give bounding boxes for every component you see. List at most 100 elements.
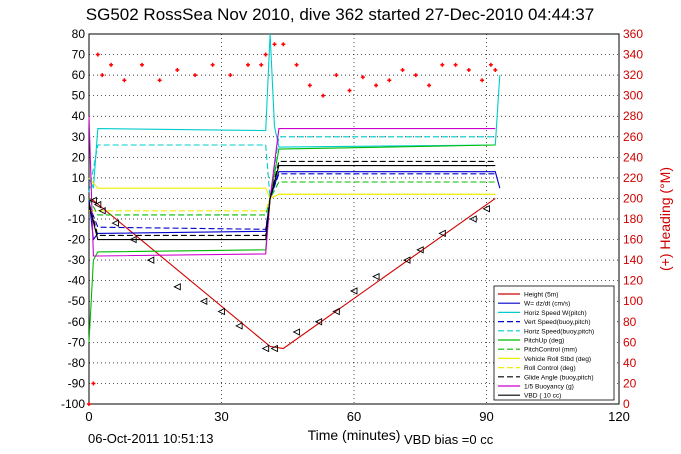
y-tick-label: 0 — [78, 191, 85, 205]
vbd-marker — [349, 287, 358, 295]
right-tick-label: 260 — [623, 130, 643, 144]
right-tick-label: 160 — [623, 233, 643, 247]
right-tick-label: 120 — [623, 274, 643, 288]
right-tick-label: 180 — [623, 212, 643, 226]
vbd-marker — [111, 219, 119, 227]
vbd-marker — [89, 196, 97, 205]
y-tick-label: -60 — [68, 315, 86, 329]
right-tick-label: 300 — [623, 89, 643, 103]
vbd-marker — [469, 215, 477, 223]
y-tick-label: -40 — [68, 274, 86, 288]
vbd-marker — [372, 272, 380, 281]
right-axis-label: (+) Heading (°M) — [657, 167, 673, 271]
legend-label: 1/5 Buoyancy (g) — [524, 384, 574, 391]
vbd-marker — [235, 322, 243, 330]
vbd-marker — [98, 207, 106, 215]
right-tick-label: 200 — [623, 191, 643, 205]
right-tick-label: 0 — [623, 397, 630, 411]
vbd-marker — [93, 200, 102, 209]
vbd-marker — [314, 318, 323, 326]
series-line-4 — [88, 136, 496, 199]
marker-layer — [89, 196, 490, 353]
vbd-marker — [199, 297, 208, 305]
y-tick-label: 80 — [72, 27, 86, 41]
x-tick-label: 0 — [85, 409, 92, 424]
vbd-marker — [482, 204, 490, 213]
vbd-marker — [129, 235, 137, 244]
right-tick-label: 140 — [623, 253, 643, 267]
vbd-marker — [146, 256, 155, 264]
x-axis-ticks: 0 30 60 90 120 — [85, 409, 629, 424]
right-tick-label: 20 — [623, 376, 637, 390]
legend-label: Roll Control (deg) — [524, 365, 576, 372]
series-line-10 — [88, 116, 496, 257]
series-line-11 — [88, 165, 496, 241]
series-line-0 — [88, 197, 496, 350]
legend-label: Glide Angle (buoy,pitch) — [524, 374, 594, 381]
legend-label: PitchUp (deg) — [524, 338, 564, 345]
vbd-marker — [438, 229, 446, 238]
heading-layer — [87, 42, 498, 406]
grid — [89, 34, 619, 404]
right-tick-label: 320 — [623, 68, 643, 82]
legend-label: PitchControl (mm) — [524, 347, 577, 354]
x-tick-label: 90 — [479, 409, 493, 424]
x-tick-label: 60 — [347, 409, 361, 424]
y-tick-label: -20 — [68, 233, 86, 247]
legend-box — [493, 285, 615, 401]
legend-label: Horiz Speed W(pitch) — [524, 310, 587, 317]
right-tick-label: 100 — [623, 294, 643, 308]
right-tick-label: 220 — [623, 171, 643, 185]
right-tick-label: 80 — [623, 315, 637, 329]
y-tick-label: 30 — [72, 130, 86, 144]
vbd-marker — [173, 283, 181, 291]
y-tick-label: 20 — [72, 150, 86, 164]
legend-label: Horiz Speed(buoy,pitch) — [524, 328, 594, 335]
legend-label: Height (5m) — [524, 292, 558, 299]
y-axis-ticks: -100-90-80-70-60-50-40-30-20-10010203040… — [61, 27, 85, 411]
right-tick-label: 240 — [623, 150, 643, 164]
x-tick-label: 120 — [608, 409, 630, 424]
y-tick-label: -70 — [68, 335, 86, 349]
plot-frame — [88, 33, 620, 405]
right-tick-label: 40 — [623, 356, 637, 370]
legend-label: W= dz/dt (cm/s) — [524, 301, 570, 308]
y-tick-label: 10 — [72, 171, 86, 185]
y-tick-label: 60 — [72, 68, 86, 82]
series-line-7 — [88, 177, 496, 200]
right-tick-label: 280 — [623, 109, 643, 123]
vbd-marker — [270, 344, 278, 353]
series-line-2 — [88, 33, 501, 189]
y-tick-label: 40 — [72, 109, 86, 123]
vbd-marker — [402, 256, 411, 264]
y-tick-label: -80 — [68, 356, 86, 370]
y-tick-label: -50 — [68, 294, 86, 308]
x-axis-label: Time (minutes) — [308, 427, 401, 443]
legend-label: Vert Speed(buoy,pitch) — [524, 319, 591, 326]
right-tick-label: 340 — [623, 48, 643, 62]
y-tick-label: -100 — [61, 397, 85, 411]
right-tick-label: 60 — [623, 335, 637, 349]
y-tick-label: 70 — [72, 48, 86, 62]
vbd-marker — [261, 344, 270, 353]
legend-label: Vehicle Roll Stbd (deg) — [524, 356, 591, 363]
footer-date: 06-Oct-2011 10:51:13 — [88, 431, 214, 446]
series-line-8 — [89, 193, 496, 212]
legend-label: VBD ( 10 cc) — [524, 393, 561, 400]
y-tick-label: -30 — [68, 253, 86, 267]
vbd-marker — [292, 328, 301, 336]
legend: Height (5m) W= dz/dt (cm/s) Horiz Speed W(… — [493, 285, 615, 401]
y-tick-label: -90 — [68, 376, 86, 390]
y-tick-label: 50 — [72, 89, 86, 103]
right-axis-ticks: 0 20 40 60 80 100 120 140 160 180 200 220 240 260 280 3… — [623, 27, 643, 411]
vbd-marker — [416, 246, 424, 254]
x-tick-label: 30 — [214, 409, 228, 424]
footer-note: VBD bias =0 cc — [404, 432, 494, 447]
series-line-5 — [88, 144, 496, 343]
y-tick-label: -10 — [68, 212, 86, 226]
series-layer — [88, 33, 501, 350]
vbd-marker — [332, 307, 340, 316]
vbd-marker — [217, 307, 225, 316]
right-tick-label: 360 — [623, 27, 643, 41]
